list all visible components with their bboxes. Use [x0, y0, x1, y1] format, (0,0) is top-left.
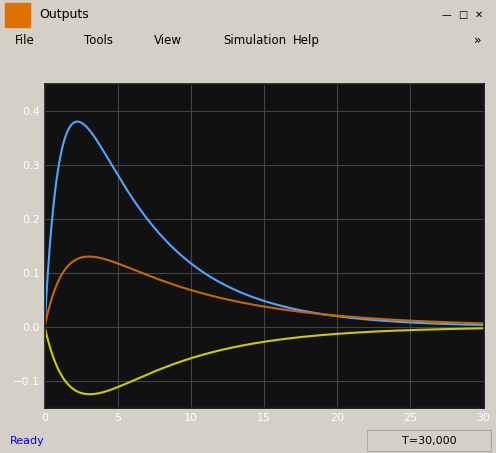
FancyBboxPatch shape — [367, 430, 491, 451]
Text: □: □ — [458, 10, 467, 20]
Text: File: File — [15, 34, 35, 47]
Text: Outputs: Outputs — [40, 8, 89, 21]
Text: View: View — [154, 34, 182, 47]
Text: —: — — [441, 10, 451, 20]
Text: Ready: Ready — [10, 435, 45, 446]
Text: ✕: ✕ — [475, 10, 483, 20]
Text: Tools: Tools — [84, 34, 113, 47]
Text: »: » — [474, 34, 481, 47]
Bar — [5, 3, 30, 26]
Text: Help: Help — [293, 34, 319, 47]
Text: Simulation: Simulation — [223, 34, 286, 47]
Text: T=30,000: T=30,000 — [402, 435, 456, 446]
